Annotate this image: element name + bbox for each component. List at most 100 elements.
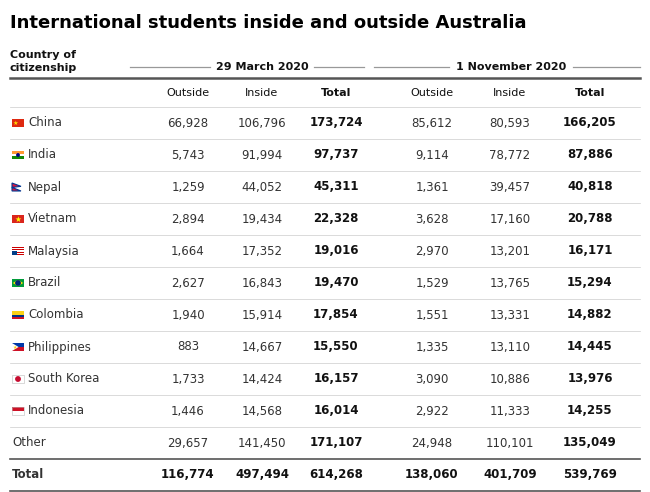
- Bar: [12, 249, 24, 250]
- Circle shape: [17, 154, 20, 156]
- Text: 22,328: 22,328: [313, 213, 359, 225]
- Text: 5,743: 5,743: [171, 149, 205, 161]
- Text: 401,709: 401,709: [483, 468, 537, 482]
- Text: 24,948: 24,948: [411, 436, 452, 450]
- Text: 1 November 2020: 1 November 2020: [456, 62, 566, 72]
- Circle shape: [16, 377, 20, 381]
- Text: 14,424: 14,424: [241, 372, 283, 386]
- Bar: [12, 215, 24, 223]
- Bar: [12, 119, 24, 127]
- Text: 1,529: 1,529: [415, 277, 448, 289]
- Text: 2,970: 2,970: [415, 245, 448, 257]
- Text: 29 March 2020: 29 March 2020: [216, 62, 308, 72]
- Text: 106,796: 106,796: [238, 117, 286, 129]
- Text: 10,886: 10,886: [489, 372, 530, 386]
- Text: 3,090: 3,090: [415, 372, 448, 386]
- Text: 15,294: 15,294: [567, 277, 613, 289]
- Bar: [12, 343, 24, 347]
- Text: 1,664: 1,664: [171, 245, 205, 257]
- Text: 14,568: 14,568: [242, 404, 283, 418]
- Text: 14,255: 14,255: [567, 404, 613, 418]
- Text: Country of
citizenship: Country of citizenship: [10, 50, 77, 73]
- Bar: [12, 251, 24, 253]
- Circle shape: [16, 281, 20, 285]
- Bar: [12, 248, 24, 249]
- Text: 85,612: 85,612: [411, 117, 452, 129]
- Text: 16,014: 16,014: [313, 404, 359, 418]
- Text: 17,352: 17,352: [242, 245, 283, 257]
- Text: Indonesia: Indonesia: [28, 404, 85, 418]
- Bar: [12, 247, 24, 248]
- Text: Philippines: Philippines: [28, 340, 92, 353]
- Text: 91,994: 91,994: [241, 149, 283, 161]
- Text: 44,052: 44,052: [242, 181, 283, 193]
- Text: 497,494: 497,494: [235, 468, 289, 482]
- Text: 116,774: 116,774: [161, 468, 214, 482]
- Bar: [12, 250, 24, 252]
- Bar: [12, 154, 24, 156]
- Polygon shape: [12, 343, 19, 351]
- Text: 16,157: 16,157: [313, 372, 359, 386]
- Text: 9,114: 9,114: [415, 149, 449, 161]
- Text: 11,333: 11,333: [489, 404, 530, 418]
- Text: 78,772: 78,772: [489, 149, 530, 161]
- Polygon shape: [13, 280, 23, 286]
- Bar: [12, 253, 24, 254]
- Text: 883: 883: [177, 340, 199, 353]
- Bar: [12, 411, 24, 415]
- Text: 66,928: 66,928: [168, 117, 209, 129]
- Text: 19,016: 19,016: [313, 245, 359, 257]
- Text: 171,107: 171,107: [309, 436, 363, 450]
- Text: 1,335: 1,335: [415, 340, 448, 353]
- Text: 13,765: 13,765: [489, 277, 530, 289]
- Text: 19,434: 19,434: [241, 213, 283, 225]
- Bar: [12, 311, 24, 315]
- Text: 173,724: 173,724: [309, 117, 363, 129]
- Text: 15,914: 15,914: [241, 308, 283, 321]
- Text: 2,922: 2,922: [415, 404, 449, 418]
- Text: 2,627: 2,627: [171, 277, 205, 289]
- Text: 539,769: 539,769: [563, 468, 617, 482]
- Text: 40,818: 40,818: [567, 181, 613, 193]
- Bar: [12, 151, 24, 154]
- Text: 19,470: 19,470: [313, 277, 359, 289]
- Text: 135,049: 135,049: [563, 436, 617, 450]
- Text: Outside: Outside: [410, 88, 454, 98]
- Bar: [12, 407, 24, 415]
- Text: China: China: [28, 117, 62, 129]
- Text: 45,311: 45,311: [313, 181, 359, 193]
- Text: 1,361: 1,361: [415, 181, 448, 193]
- Text: 80,593: 80,593: [489, 117, 530, 129]
- Text: 13,110: 13,110: [489, 340, 530, 353]
- Text: 110,101: 110,101: [486, 436, 534, 450]
- Bar: [12, 279, 24, 287]
- Text: Brazil: Brazil: [28, 277, 61, 289]
- Text: India: India: [28, 149, 57, 161]
- Bar: [12, 251, 18, 255]
- Text: 1,551: 1,551: [415, 308, 448, 321]
- Text: 138,060: 138,060: [405, 468, 459, 482]
- Text: 16,171: 16,171: [567, 245, 613, 257]
- Text: 13,331: 13,331: [489, 308, 530, 321]
- Text: Total: Total: [12, 468, 44, 482]
- Text: Outside: Outside: [166, 88, 209, 98]
- Text: 13,976: 13,976: [567, 372, 613, 386]
- Bar: [12, 375, 24, 383]
- Bar: [12, 407, 24, 411]
- Text: 3,628: 3,628: [415, 213, 448, 225]
- Text: 14,445: 14,445: [567, 340, 613, 353]
- Text: 16,843: 16,843: [242, 277, 283, 289]
- Text: 17,854: 17,854: [313, 308, 359, 321]
- Text: 166,205: 166,205: [563, 117, 617, 129]
- Text: 29,657: 29,657: [168, 436, 209, 450]
- Text: 15,550: 15,550: [313, 340, 359, 353]
- Text: Vietnam: Vietnam: [28, 213, 77, 225]
- Polygon shape: [12, 183, 21, 191]
- Text: ★: ★: [13, 121, 19, 125]
- Text: International students inside and outside Australia: International students inside and outsid…: [10, 14, 526, 32]
- Text: 87,886: 87,886: [567, 149, 613, 161]
- Text: ★: ★: [12, 344, 17, 349]
- Text: 39,457: 39,457: [489, 181, 530, 193]
- Text: 20,788: 20,788: [567, 213, 613, 225]
- Text: 17,160: 17,160: [489, 213, 530, 225]
